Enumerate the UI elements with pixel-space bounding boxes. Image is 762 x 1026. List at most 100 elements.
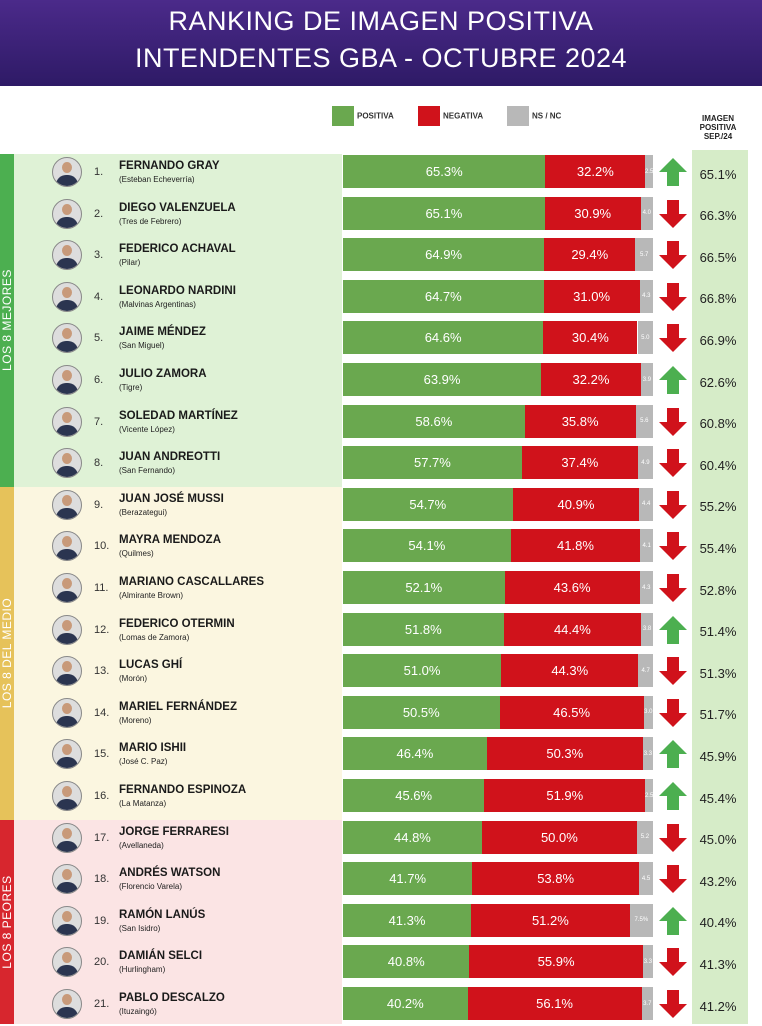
table-row: 9. JUAN JOSÉ MUSSI (Berazategui) 54.7% 40.9%…: [0, 487, 748, 527]
nsnc-bar: 4.9: [637, 446, 653, 480]
avatar-head: [62, 702, 72, 714]
municipality-name: (Florencio Varela): [119, 882, 182, 892]
rank-number: 1.: [94, 166, 104, 178]
table-row: 5. JAIME MÉNDEZ (San Miguel) 64.6% 30.4% 5.0 6…: [0, 320, 748, 360]
title-line-2: INTENDENTES GBA - OCTUBRE 2024: [134, 43, 628, 73]
mayor-name: JORGE FERRARESI: [119, 825, 229, 838]
rank-number: 17.: [94, 831, 110, 844]
negative-bar: 53.8%: [472, 862, 640, 896]
arrow-down-icon: [658, 323, 688, 353]
positive-bar: 54.7%: [343, 487, 513, 521]
avatar-head: [62, 786, 72, 797]
avatar-body: [56, 799, 78, 810]
group-side-label: LOS 8 MEJORES: [0, 154, 58, 487]
avatar-body: [56, 965, 78, 977]
previous-positive-value: 66.9%: [699, 332, 737, 348]
negative-bar: 30.4%: [543, 321, 638, 355]
nsnc-bar: 4.4: [639, 487, 653, 521]
municipality-name: (Ituzaingó): [119, 1007, 157, 1016]
nsnc-bar: 5.0: [637, 321, 653, 355]
mayor-name: JUAN JOSÉ MUSSI: [119, 492, 224, 505]
previous-header-line-3: SEP./24: [703, 132, 733, 141]
table-row: 1. FERNANDO GRAY (Esteban Echeverría) 65.3%…: [0, 154, 748, 194]
previous-positive-value: 66.8%: [699, 291, 737, 307]
previous-positive-value: 60.8%: [699, 416, 737, 432]
legend-positive: POSITIVA: [332, 106, 394, 130]
avatar-body: [56, 923, 78, 935]
previous-positive-value: 60.4%: [699, 457, 737, 473]
nsnc-bar: 2.5: [645, 155, 653, 188]
table-row: 13. LUCAS GHÍ (Morón) 51.0% 44.3% 4.7 51.3%: [0, 653, 748, 693]
avatar-head: [62, 994, 72, 1005]
arrow-up-icon: [658, 365, 688, 395]
mayor-name: MARIEL FERNÁNDEZ: [119, 700, 237, 713]
avatar-body: [56, 507, 78, 519]
avatar: [52, 198, 82, 229]
avatar: [52, 697, 82, 728]
rank-number: 18.: [94, 873, 110, 886]
municipality-name: (San Fernando): [119, 466, 176, 476]
nsnc-bar: 4.0: [640, 196, 653, 230]
previous-header-line-2: POSITIVA: [699, 123, 737, 132]
avatar-head: [62, 536, 72, 548]
avatar-body: [56, 1007, 78, 1018]
arrow-up-icon: [658, 157, 688, 187]
nsnc-bar: 4.3: [639, 279, 653, 313]
avatar-body: [56, 175, 78, 186]
avatar: [52, 656, 82, 687]
avatar-body: [56, 549, 78, 561]
positive-bar: 64.9%: [343, 238, 545, 272]
arrow-up-icon: [658, 615, 688, 645]
negative-bar: 55.9%: [469, 945, 643, 979]
rank-number: 15.: [94, 748, 110, 761]
positive-bar: 63.9%: [343, 363, 542, 396]
rank-number: 19.: [94, 914, 110, 927]
nsnc-bar: 7.5%: [629, 903, 653, 937]
avatar: [52, 365, 82, 395]
avatar-head: [62, 910, 72, 922]
table-row: 15. MARIO ISHII (José C. Paz) 46.4% 50.3% 3.3…: [0, 736, 748, 776]
legend-nsnc: NS / NC: [507, 106, 561, 130]
avatar-head: [62, 203, 72, 215]
table-row: 4. LEONARDO NARDINI (Malvinas Argentinas) 6…: [0, 279, 748, 319]
rank-number: 10.: [94, 540, 110, 553]
legend-negative: NEGATIVA: [418, 106, 483, 130]
positive-bar: 64.6%: [343, 321, 544, 355]
avatar: [52, 864, 82, 895]
table-row: 3. FEDERICO ACHAVAL (Pilar) 64.9% 29.4% 5.7 66…: [0, 237, 748, 277]
positive-bar: 57.7%: [343, 446, 522, 480]
nsnc-bar: 4.1: [640, 529, 653, 563]
arrow-down-icon: [658, 698, 688, 728]
previous-positive-value: 65.1%: [699, 166, 737, 182]
table-row: 18. ANDRÉS WATSON (Florencio Varela) 41.7% 5…: [0, 861, 748, 901]
avatar-body: [56, 632, 78, 644]
avatar-head: [62, 162, 72, 173]
avatar-head: [62, 370, 72, 381]
arrow-up-icon: [658, 781, 688, 811]
arrow-up-icon: [658, 906, 688, 936]
table-row: 16. FERNANDO ESPINOZA (La Matanza) 45.6% 51.…: [0, 778, 748, 818]
positive-bar: 64.7%: [343, 279, 544, 313]
avatar: [52, 781, 82, 811]
avatar-head: [62, 744, 72, 756]
mayor-name: PABLO DESCALZO: [119, 992, 225, 1004]
municipality-name: (San Miguel): [119, 341, 165, 351]
table-row: 21. PABLO DESCALZO (Ituzaingó) 40.2% 56.1% 3.…: [0, 986, 748, 1026]
legend-negative-label: NEGATIVA: [443, 111, 484, 121]
negative-bar: 29.4%: [544, 238, 636, 272]
avatar-head: [62, 328, 72, 340]
previous-positive-value: 41.3%: [699, 956, 737, 972]
arrow-up-icon: [658, 739, 688, 769]
positive-bar: 41.7%: [343, 862, 473, 896]
negative-bar: 50.0%: [481, 820, 637, 854]
table-row: 20. DAMIÁN SELCI (Hurlingham) 40.8% 55.9% 3.3…: [0, 944, 748, 984]
avatar-head: [62, 411, 72, 423]
mayor-name: LUCAS GHÍ: [119, 659, 183, 672]
arrow-down-icon: [658, 199, 688, 229]
legend-nsnc-label: NS / NC: [532, 111, 562, 121]
previous-header-line-1: IMAGEN: [702, 114, 734, 123]
avatar: [52, 573, 82, 603]
municipality-name: (Tres de Febrero): [119, 216, 182, 226]
avatar-head: [62, 494, 72, 506]
municipality-name: (José C. Paz): [119, 757, 168, 767]
